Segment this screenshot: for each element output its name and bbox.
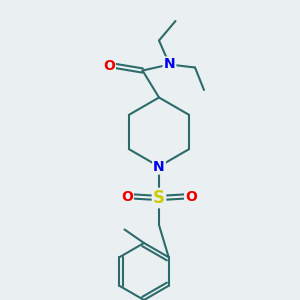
Text: S: S [153, 189, 165, 207]
Text: N: N [164, 58, 175, 71]
Text: O: O [121, 190, 133, 203]
Text: O: O [103, 59, 115, 73]
Text: N: N [153, 160, 165, 173]
Text: O: O [185, 190, 197, 203]
